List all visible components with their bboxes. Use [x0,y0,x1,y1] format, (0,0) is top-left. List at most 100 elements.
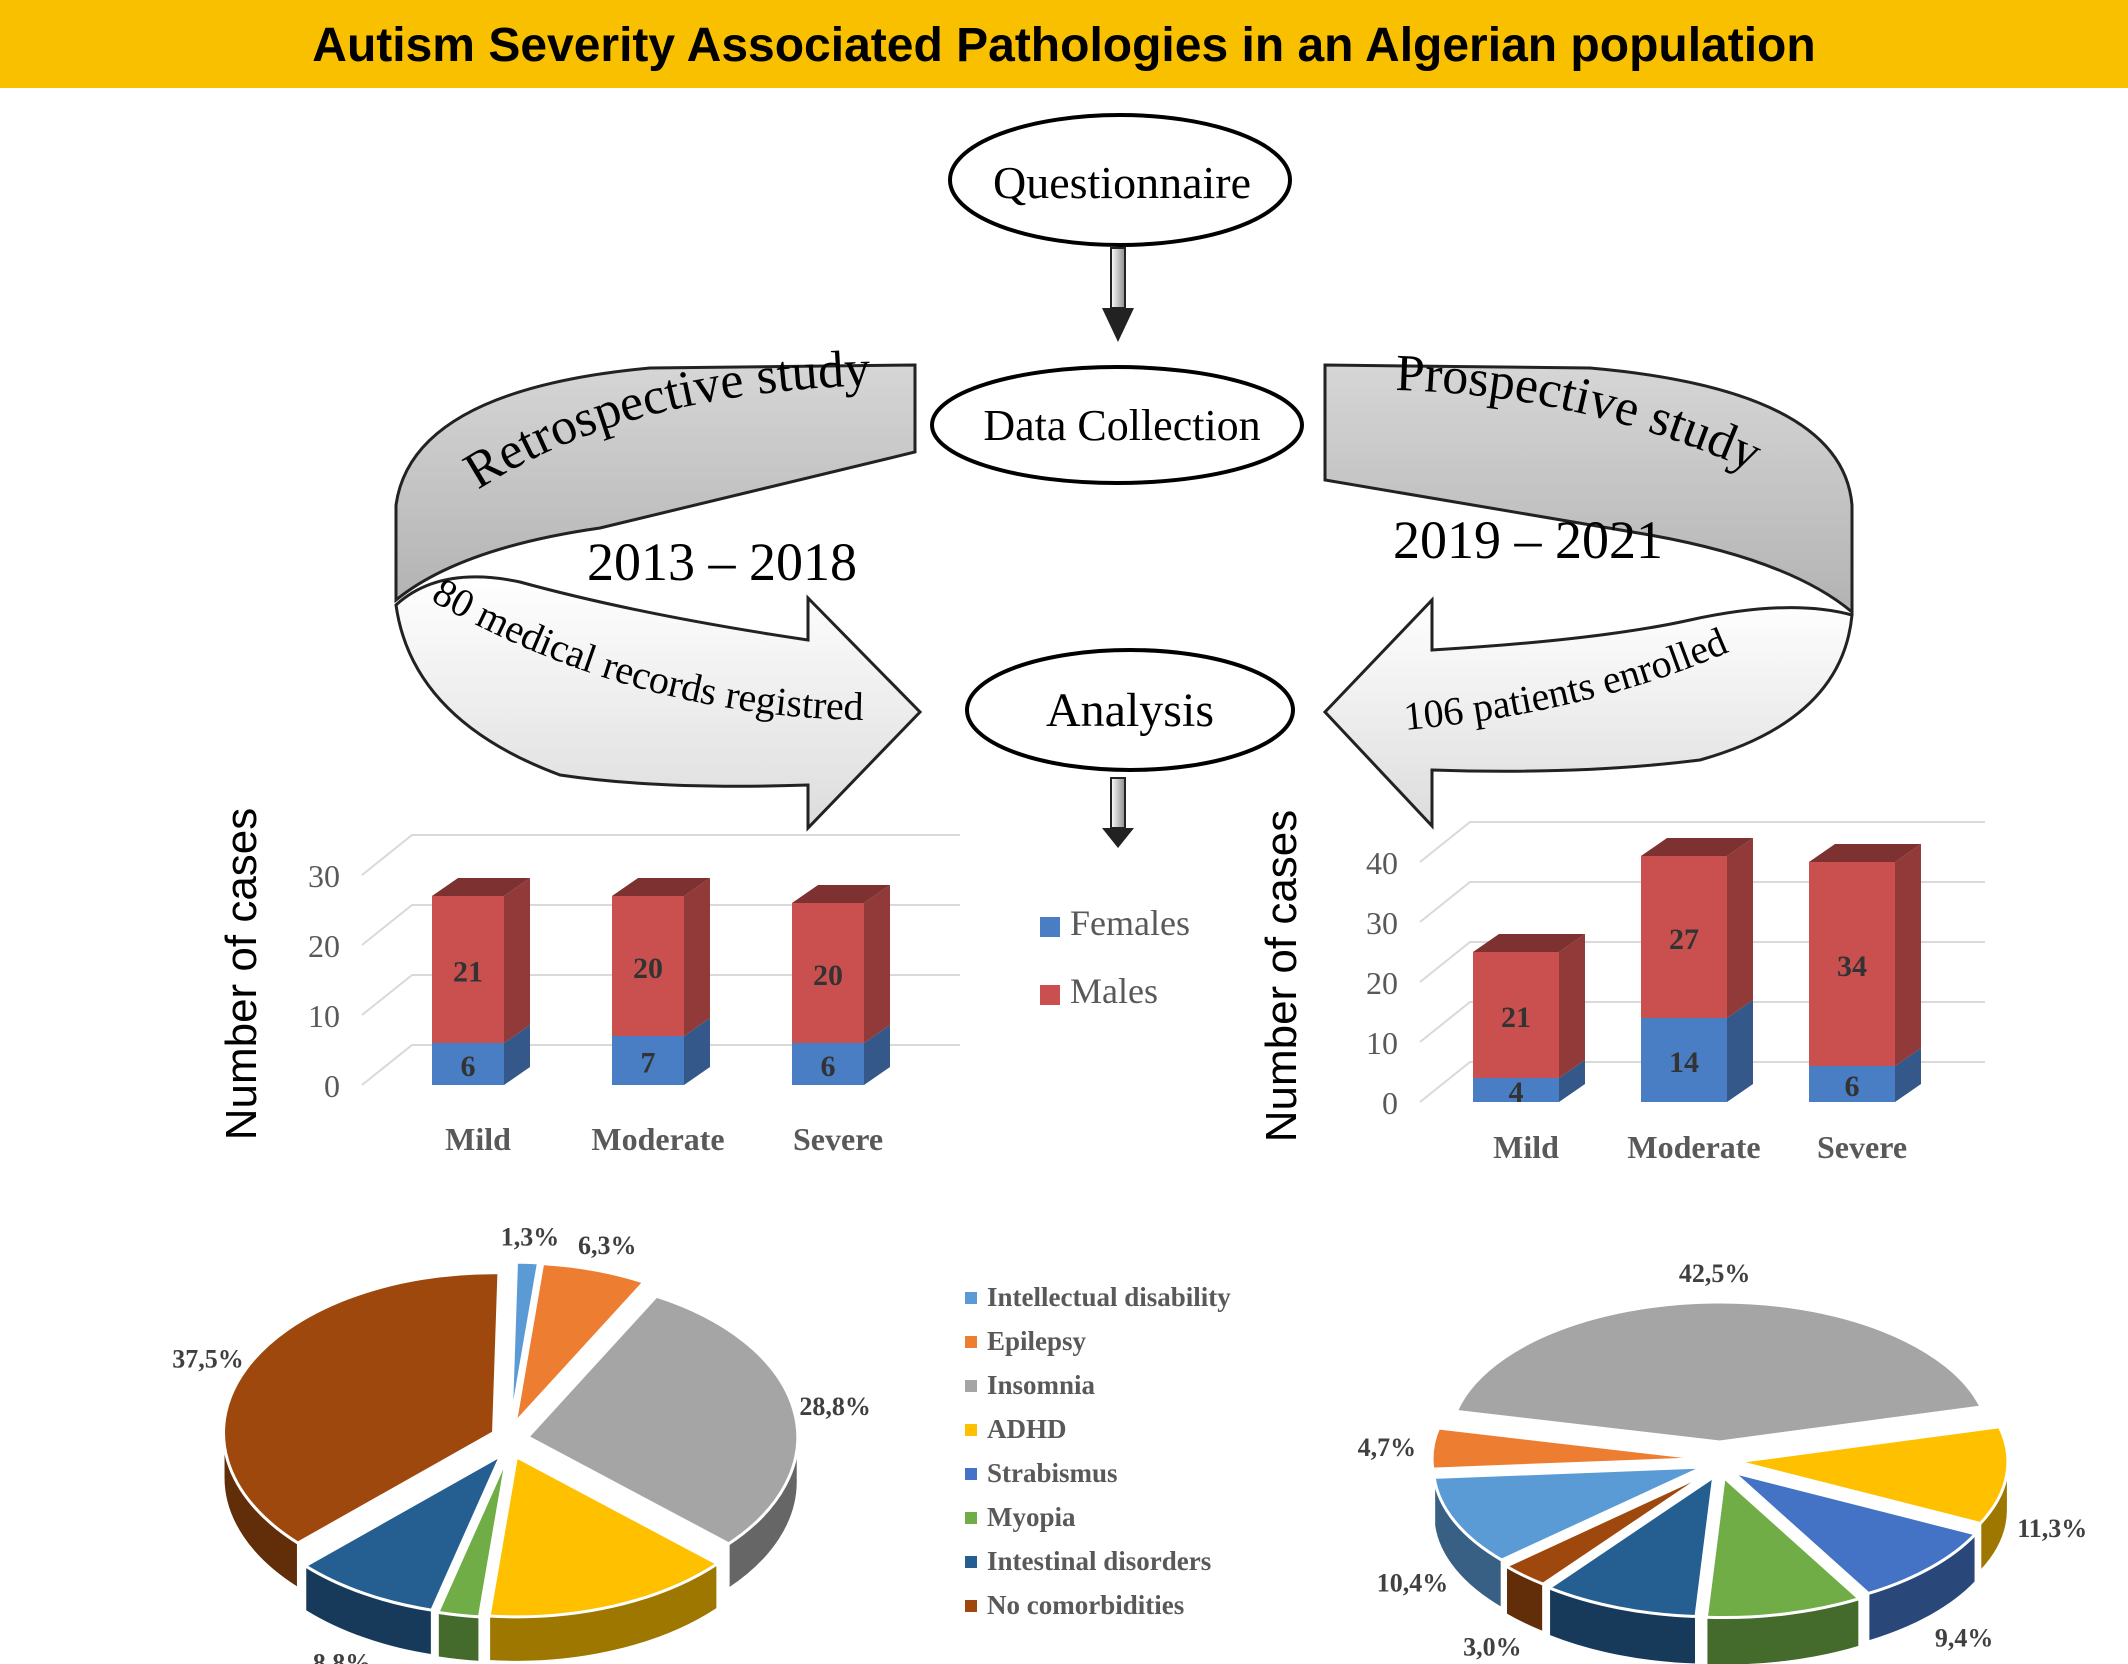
bar-female-mild [432,1043,504,1085]
legend-swatch-females [1040,917,1060,937]
bar-male-moderate [1641,856,1727,1018]
bar-male-mild [432,896,504,1043]
x-tick-label: Moderate [1627,1129,1760,1165]
bar-chart-2: 0 10 20 30 40 4 21 Mild 14 27 Moderate 6 34 Severe [1366,821,1985,1165]
bar-male-severe [792,903,864,1043]
pie-label: 9,4% [1935,1623,1994,1652]
y-tick-label: 10 [308,998,340,1034]
pie-label: 11,3% [2017,1514,2087,1543]
pie-label: 37,5% [172,1344,244,1373]
pie-chart-3: 1,3%6,3%28,8%15,0%2,5%8,8%37,5%Intellect… [172,1222,1231,1664]
bar-male-side [684,878,710,1036]
pie-slice-side-myopia [436,1611,481,1663]
bar-male-side [1895,844,1921,1066]
legend-swatch-intestinal-disorders [965,1556,977,1568]
y-tick-label: 30 [1366,905,1398,941]
y-tick-label: 0 [324,1068,340,1104]
bar-male-side [864,885,890,1043]
data-label-female: 6 [821,1050,836,1083]
bar-female-side [1559,1060,1585,1102]
pie-label: 8,8% [313,1648,372,1664]
gridline [361,904,960,946]
legend-swatch-myopia [965,1512,977,1524]
pie-slice-intestinal-disorders [302,1451,505,1612]
pie-slice-strabismus [1732,1470,1979,1596]
bar-male-moderate [612,896,684,1036]
pie-label: 42,5% [1679,1259,1751,1288]
legend-label-strabismus: Strabismus [987,1458,1118,1488]
legend-label-intestinal-disorders: Intestinal disorders [987,1546,1211,1576]
legend-label-myopia: Myopia [987,1502,1076,1532]
legend-label-epilepsy: Epilepsy [987,1326,1087,1356]
pie-slice-adhd [487,1454,721,1619]
pie-slice-myopia [1704,1474,1863,1620]
data-label-female: 14 [1669,1046,1699,1079]
gridline [361,974,960,1016]
legend-swatch-adhd [965,1424,977,1436]
bar-female-severe [792,1043,864,1085]
pie-label: 4,7% [1358,1433,1417,1462]
pie-label: 10,4% [1377,1568,1449,1597]
arrow-questionnaire-to-collection [1102,247,1134,342]
pie-slice-intellectual-disability [509,1260,541,1423]
pie-slice-intellectual-disability [1432,1465,1705,1562]
x-tick-label: Severe [793,1121,883,1157]
bar-top [1641,838,1753,856]
pie-slice-intestinal-disorders [1545,1473,1716,1619]
data-label-male: 20 [633,952,663,985]
bar-male-side [1559,934,1585,1078]
prospective-arrow [1322,596,1854,830]
bar-female-moderate [612,1036,684,1085]
data-collection-label: Data Collection [983,401,1260,450]
page-title: Autism Severity Associated Pathologies i… [312,19,1816,72]
bar-male-side [504,878,530,1043]
pie-legend: Intellectual disability Epilepsy Insomnia A… [965,1282,1231,1620]
gridline [1419,821,1985,863]
pie-label: 3,0% [1463,1633,1522,1662]
questionnaire-node [948,113,1292,247]
data-label-male: 20 [813,959,843,992]
pie-slice-insomnia [525,1294,800,1546]
bar-male-severe [1809,862,1895,1066]
legend-swatch-insomnia [965,1380,977,1392]
y-tick-label: 30 [308,858,340,894]
pie-slice-myopia [435,1457,509,1619]
gridline [361,834,960,876]
arrow-analysis-to-charts [1102,777,1134,848]
legend-swatch-strabismus [965,1468,977,1480]
pie-slice-no-comorbidities [222,1271,501,1545]
pie-slice-no-comorbidities [1502,1471,1709,1586]
data-label-male: 21 [1501,1001,1531,1034]
bar-chart-1: 0 10 20 30 6 21 Mild 7 20 Moderate 6 20 Severe Female… [308,834,1190,1157]
legend-label-females: Females [1070,903,1190,943]
bar-female-side [504,1025,530,1085]
bar-top [1473,934,1585,952]
bar-chart-2-ylabel: Number of cases [1257,809,1306,1143]
data-label-female: 7 [641,1047,656,1080]
y-tick-label: 40 [1366,845,1398,881]
bar-top [792,885,890,903]
gridline [361,1044,960,1086]
prospective-band [1323,363,1854,616]
bar-female-mild [1473,1078,1559,1102]
bar-female-side [1727,1000,1753,1102]
y-tick-label: 20 [308,928,340,964]
y-tick-label: 10 [1366,1025,1398,1061]
retrospective-band [394,363,917,604]
bar-female-side [684,1018,710,1085]
legend-label-adhd: ADHD [987,1414,1067,1444]
analysis-node [965,648,1295,772]
bar-male-mild [1473,952,1559,1078]
bar-top [612,878,710,896]
data-label-female: 6 [1845,1070,1860,1103]
x-tick-label: Severe [1817,1129,1907,1165]
pie-label: 1,3% [501,1222,560,1251]
retrospective-arrow [394,575,923,832]
legend-swatch-intellectual-disability [965,1292,977,1304]
legend-swatch-no-comorbidities [965,1600,977,1612]
prospective-years: 2019 – 2021 [1393,510,1663,570]
bar-top [432,878,530,896]
data-label-male: 21 [453,956,483,989]
legend-label-intellectual-disability: Intellectual disability [987,1282,1231,1312]
pie-label: 6,3% [578,1231,637,1260]
